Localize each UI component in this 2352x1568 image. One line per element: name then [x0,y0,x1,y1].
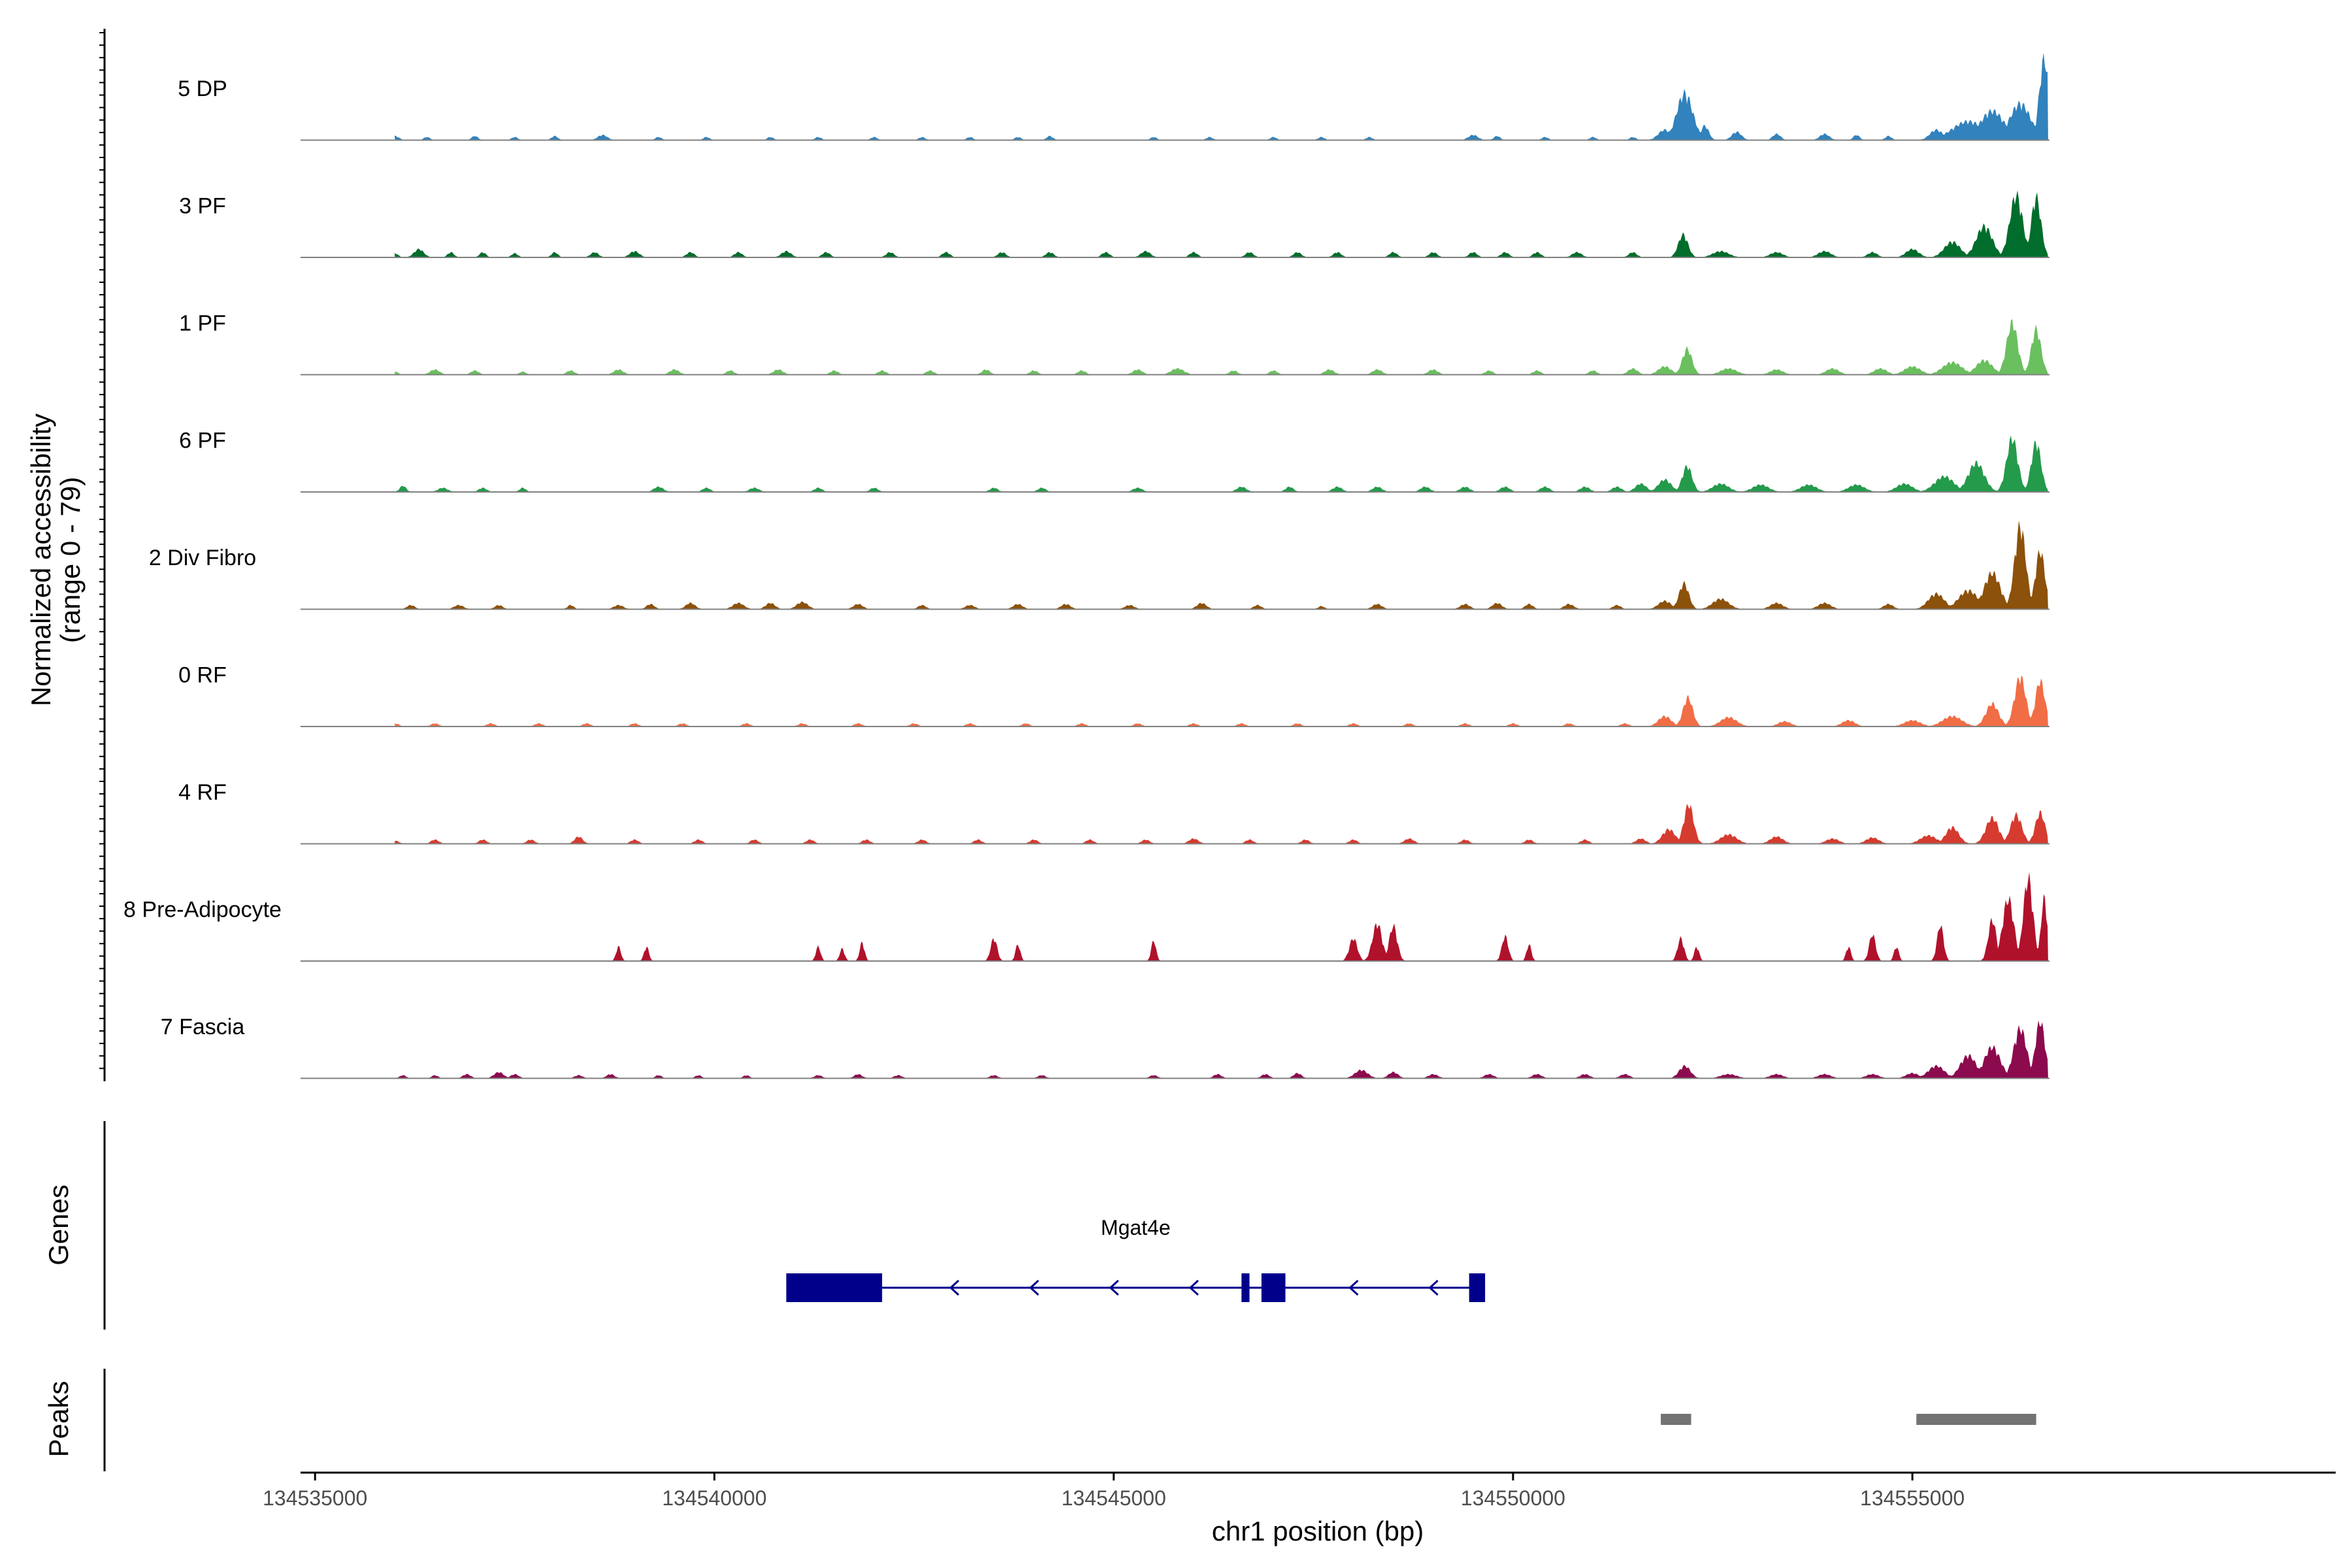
y-axis-title-line2: (range 0 - 79) [55,477,86,643]
coverage-area [395,52,2048,140]
coverage-area [395,190,2048,257]
x-tick-label: 134550000 [1461,1486,1565,1510]
coverage-area [395,1020,2048,1079]
coverage-area [395,520,2048,610]
strand-arrow-icon [1348,1279,1359,1296]
strand-arrow-icon [1109,1279,1119,1296]
track-6-pf: 6 PF [179,429,2050,493]
track-7-fascia: 7 Fascia [161,1015,2050,1079]
coverage-area [395,675,2048,727]
coverage-area [395,804,2048,844]
peak-region [1661,1414,1691,1425]
peak-region [1916,1414,2036,1425]
strand-arrow-icon [1188,1279,1199,1296]
track-label: 5 DP [178,76,227,101]
track-8-pre-adipocyte: 8 Pre-Adipocyte [123,872,2050,962]
track-label: 6 PF [179,429,226,453]
x-tick-label: 134545000 [1062,1486,1166,1510]
coverage-area [395,435,2048,492]
x-tick-label: 134535000 [263,1486,367,1510]
strand-arrow-icon [949,1279,960,1296]
x-axis: 134535000 134540000 134545000 134550000 1345… [263,1471,2336,1510]
track-0-rf: 0 RF [178,663,2050,727]
track-label: 7 Fascia [161,1015,245,1039]
coverage-area [395,872,2048,961]
track-label: 3 PF [179,194,226,219]
track-3-pf: 3 PF [179,190,2050,258]
track-2-div-fibro: 2 Div Fibro [149,520,2050,610]
gene-name: Mgat4e [1101,1216,1171,1239]
gene-exon [786,1273,883,1302]
track-label: 8 Pre-Adipocyte [123,898,282,923]
y-axis-title-line1: Normalized accessibility [25,414,56,706]
coverage-tracks: 5 DP 3 PF 1 PF 6 PF 2 Div Fibro 0 RF 4 RF 8 Pre… [99,29,2050,1081]
coverage-area [395,319,2048,375]
track-5-dp: 5 DP [178,52,2050,141]
gene-exon [1469,1273,1486,1302]
x-axis-title: chr1 position (bp) [1212,1516,1424,1546]
gene-exon [1241,1273,1250,1302]
track-label: 4 RF [178,780,227,805]
track-label: 1 PF [179,311,226,336]
track-4-rf: 4 RF [178,780,2050,845]
strand-arrow-icon [1428,1279,1439,1296]
gene-exon [1261,1273,1286,1302]
gene-track: Mgat4e [103,1121,1486,1330]
x-tick-label: 134540000 [662,1486,766,1510]
track-1-pf: 1 PF [179,311,2050,376]
track-label: 0 RF [178,663,227,688]
gene-track-label: Genes [43,1184,74,1266]
strand-arrow-icon [1029,1279,1039,1296]
peak-track [103,1369,2036,1471]
x-tick-label: 134555000 [1860,1486,1965,1510]
track-label: 2 Div Fibro [149,546,256,570]
peak-track-label: Peaks [43,1381,74,1458]
